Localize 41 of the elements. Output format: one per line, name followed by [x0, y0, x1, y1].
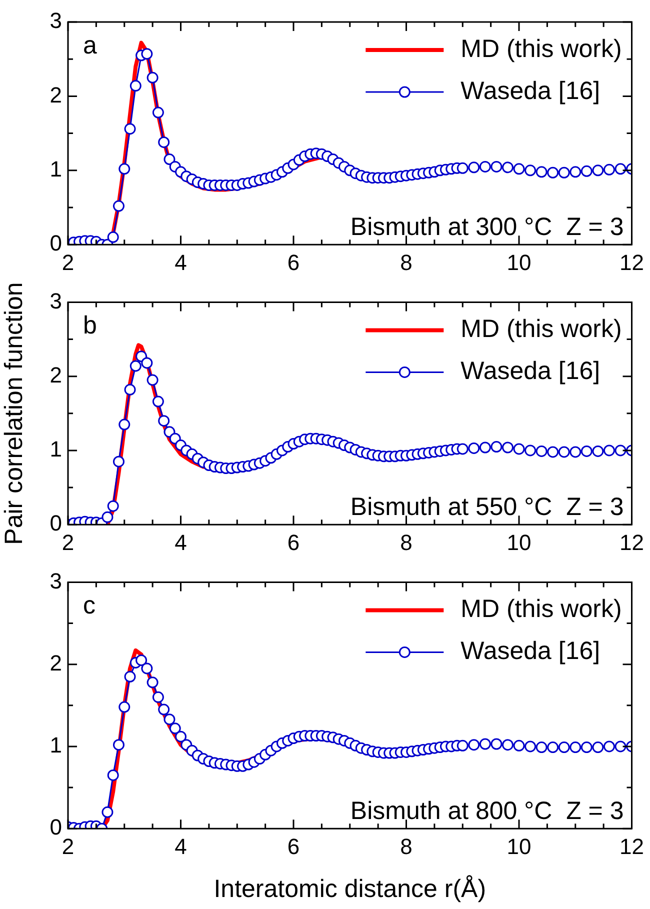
x-tick-label: 10 — [506, 250, 532, 275]
annotation: a — [83, 31, 97, 60]
x-axis-title: Interatomic distance r(Å) — [214, 874, 486, 903]
legend-label: Waseda [16] — [460, 357, 600, 386]
x-tick-label: 6 — [287, 250, 300, 275]
x-tick-label: 8 — [400, 530, 412, 555]
y-tick-label: 2 — [50, 650, 62, 676]
x-tick-label: 10 — [506, 530, 532, 555]
legend-label: Waseda [16] — [460, 637, 600, 666]
x-tick-label: 4 — [174, 834, 187, 859]
annotation: b — [83, 312, 97, 340]
x-tick-label: 8 — [400, 834, 412, 859]
annotation: Bismuth at 800 °C Z = 3 — [350, 796, 624, 825]
legend-label: MD (this work) — [460, 315, 622, 344]
y-tick-label: 0 — [50, 814, 62, 840]
legend-label: Waseda [16] — [460, 76, 600, 105]
x-tick-label: 6 — [287, 530, 300, 555]
y-tick-label: 1 — [50, 156, 62, 182]
annotation: c — [83, 592, 96, 620]
annotation: Bismuth at 300 °C Z = 3 — [350, 212, 624, 241]
y-tick-label: 0 — [50, 230, 62, 256]
x-tick-label: 12 — [620, 834, 644, 859]
y-tick-label: 2 — [50, 362, 62, 388]
annotation: Bismuth at 550 °C Z = 3 — [350, 492, 624, 521]
x-tick-label: 8 — [400, 250, 412, 275]
y-tick-label: 1 — [50, 732, 62, 758]
y-axis-title: Pair correlation function — [0, 282, 28, 545]
x-tick-label: 4 — [174, 530, 187, 555]
x-tick-label: 10 — [506, 834, 532, 859]
x-tick-label: 12 — [620, 530, 644, 555]
y-tick-label: 3 — [50, 8, 62, 34]
x-tick-label: 12 — [620, 250, 644, 275]
legend-label: MD (this work) — [460, 34, 622, 63]
y-tick-label: 1 — [50, 436, 62, 462]
y-tick-label: 3 — [50, 288, 62, 314]
x-tick-label: 6 — [287, 834, 300, 859]
y-tick-label: 2 — [50, 82, 62, 108]
legend-label: MD (this work) — [460, 595, 622, 624]
y-tick-label: 3 — [50, 568, 62, 594]
x-tick-label: 4 — [174, 250, 187, 275]
y-tick-label: 0 — [50, 510, 62, 536]
